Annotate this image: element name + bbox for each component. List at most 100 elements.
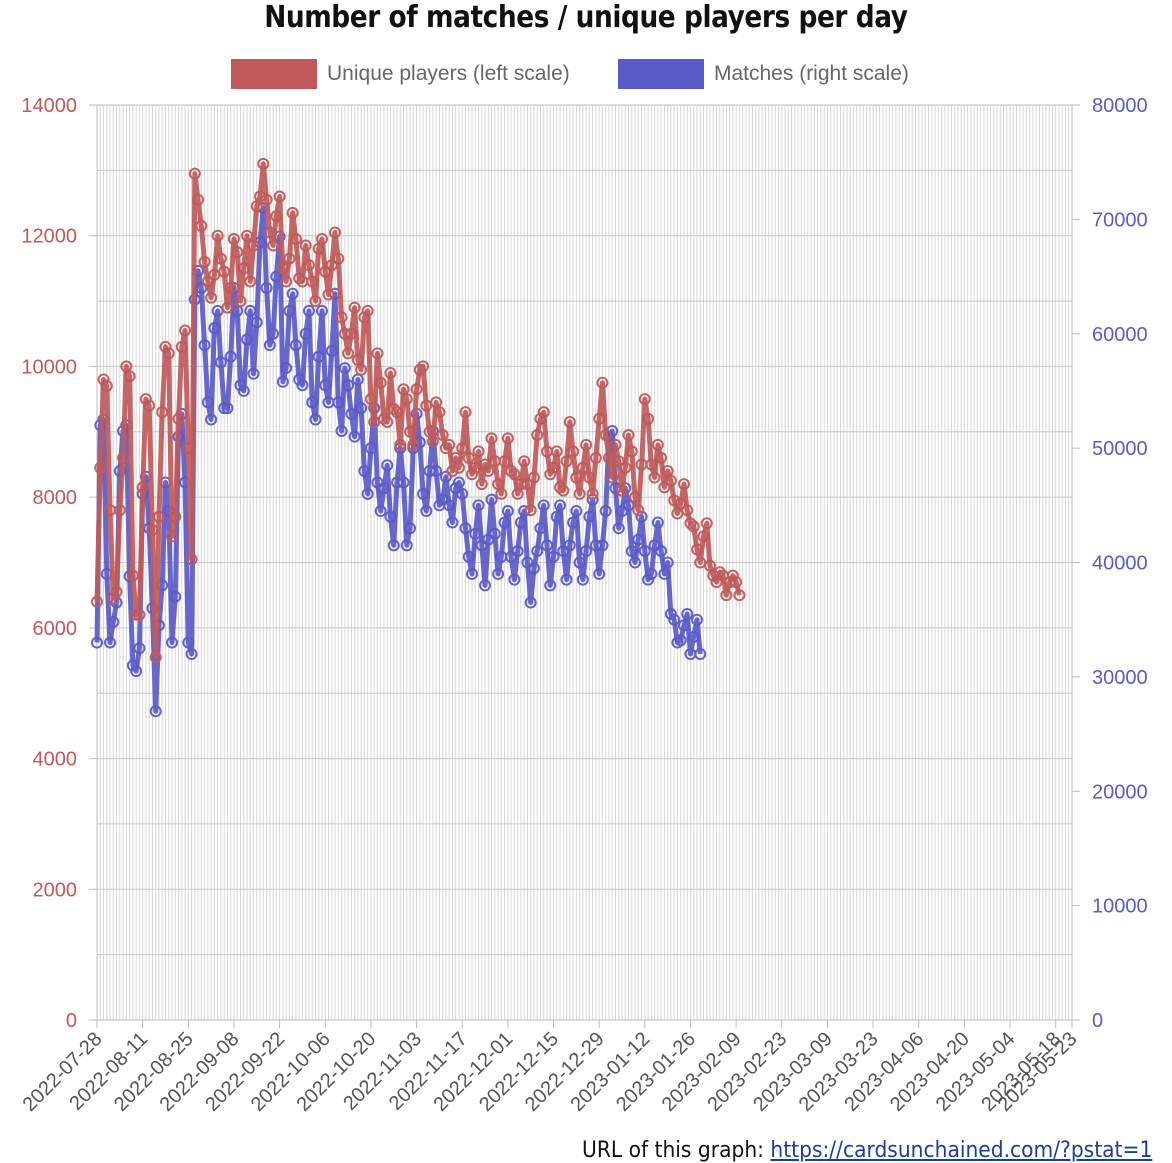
unique-players-series-point xyxy=(404,425,417,438)
unique-players-series-point xyxy=(286,206,299,219)
unique-players-series-point xyxy=(182,442,195,455)
matches-series-point xyxy=(612,522,625,535)
unique-players-series-point xyxy=(371,347,384,360)
unique-players-series-point xyxy=(570,471,583,484)
legend-swatch-matches xyxy=(618,59,704,89)
matches-series-point xyxy=(593,567,606,580)
unique-players-series-point xyxy=(560,455,573,468)
y-left-tick-label: 8000 xyxy=(33,487,78,509)
unique-players-series-point xyxy=(309,295,322,308)
unique-players-series-point xyxy=(645,458,658,471)
unique-players-series-point xyxy=(377,412,390,425)
unique-players-series-point xyxy=(619,461,632,474)
legend-label-unique-players: Unique players (left scale) xyxy=(327,62,570,85)
matches-series-point xyxy=(387,539,400,552)
matches-series-point xyxy=(417,487,430,500)
unique-players-series-point xyxy=(664,474,677,487)
unique-players-series-point xyxy=(166,530,178,543)
unique-players-series-point xyxy=(214,252,227,265)
matches-series-point xyxy=(511,545,524,558)
matches-series-point xyxy=(312,350,325,363)
matches-series-point xyxy=(237,384,250,397)
unique-players-series-point xyxy=(586,487,599,500)
unique-players-series-point xyxy=(201,275,214,288)
matches-series-point xyxy=(452,476,465,489)
matches-series-point xyxy=(524,596,537,609)
matches-series-point xyxy=(560,573,573,586)
unique-players-series-point xyxy=(289,232,302,245)
chart-title: Number of matches / unique players per d… xyxy=(264,0,908,35)
matches-series-point xyxy=(645,567,658,580)
legend-label-matches: Matches (right scale) xyxy=(714,62,909,85)
unique-players-series-point xyxy=(593,412,606,425)
matches-series-point xyxy=(531,545,544,558)
unique-players-series-point xyxy=(521,478,534,491)
matches-series-point xyxy=(567,516,580,529)
matches-series-point xyxy=(547,550,560,563)
unique-players-series-point xyxy=(299,239,312,252)
unique-players-series-point xyxy=(400,393,413,406)
unique-players-series-point xyxy=(107,592,120,605)
matches-series-point xyxy=(198,339,211,352)
matches-series-point xyxy=(544,579,557,592)
unique-players-series-point xyxy=(527,471,540,484)
unique-players-series-point xyxy=(234,295,247,308)
unique-players-series-point xyxy=(241,229,253,242)
legend-item-matches[interactable]: Matches (right scale) xyxy=(618,58,909,90)
unique-players-series-point xyxy=(606,471,619,484)
unique-players-series-point xyxy=(583,471,596,484)
unique-players-series-point xyxy=(697,530,710,543)
unique-players-series-point xyxy=(231,246,244,259)
graph-url-link[interactable]: https://cardsunchained.com/?pstat=1 xyxy=(770,1138,1153,1163)
unique-players-series-point xyxy=(684,517,697,530)
unique-players-series-point xyxy=(472,445,485,458)
unique-players-series-point xyxy=(172,412,185,425)
matches-series-point xyxy=(286,287,299,300)
unique-players-series-point xyxy=(563,415,576,428)
unique-players-series-point xyxy=(162,347,175,360)
y-left-tick-label: 0 xyxy=(66,1010,77,1032)
unique-players-series-point xyxy=(338,327,351,340)
unique-players-series-point xyxy=(94,461,107,474)
matches-series-point xyxy=(488,527,501,540)
unique-players-series-point xyxy=(384,366,397,379)
matches-series-point xyxy=(169,590,182,603)
matches-series-point xyxy=(319,379,332,392)
unique-players-series-point xyxy=(224,282,237,294)
y-right-tick-label: 30000 xyxy=(1092,667,1148,689)
matches-series-point xyxy=(260,282,273,294)
unique-players-series-point xyxy=(726,569,739,582)
matches-series-point xyxy=(629,556,642,569)
matches-series-point xyxy=(563,539,576,552)
unique-players-series-point xyxy=(446,465,459,477)
unique-players-series-point xyxy=(417,360,430,373)
unique-players-series-point xyxy=(159,340,172,353)
unique-players-series-point xyxy=(374,376,387,389)
unique-players-series-point xyxy=(567,445,580,458)
matches-series-point xyxy=(250,316,263,329)
unique-players-series-point xyxy=(687,520,700,533)
unique-players-series-point xyxy=(681,504,694,517)
unique-players-series-point xyxy=(227,232,240,245)
matches-series-point xyxy=(687,630,700,643)
unique-players-series-point xyxy=(713,566,726,579)
matches-series-point xyxy=(622,499,635,512)
unique-players-series-point xyxy=(443,438,456,451)
matches-series-point xyxy=(677,619,690,632)
unique-players-series-point xyxy=(514,478,527,491)
unique-players-series-point xyxy=(655,451,668,464)
unique-players-series-point xyxy=(198,255,211,268)
unique-players-series-point xyxy=(205,291,218,304)
matches-series-point xyxy=(492,567,505,580)
unique-players-series-point xyxy=(306,275,319,288)
legend-item-unique-players[interactable]: Unique players (left scale) xyxy=(231,58,570,90)
unique-players-series-point xyxy=(126,569,139,582)
matches-series-point xyxy=(201,396,214,409)
matches-series-point xyxy=(283,304,296,317)
matches-series-point xyxy=(479,579,492,592)
matches-series-point xyxy=(374,505,387,518)
unique-players-series-point xyxy=(547,461,560,474)
matches-series-point xyxy=(583,510,596,523)
unique-players-series-point xyxy=(475,478,488,491)
